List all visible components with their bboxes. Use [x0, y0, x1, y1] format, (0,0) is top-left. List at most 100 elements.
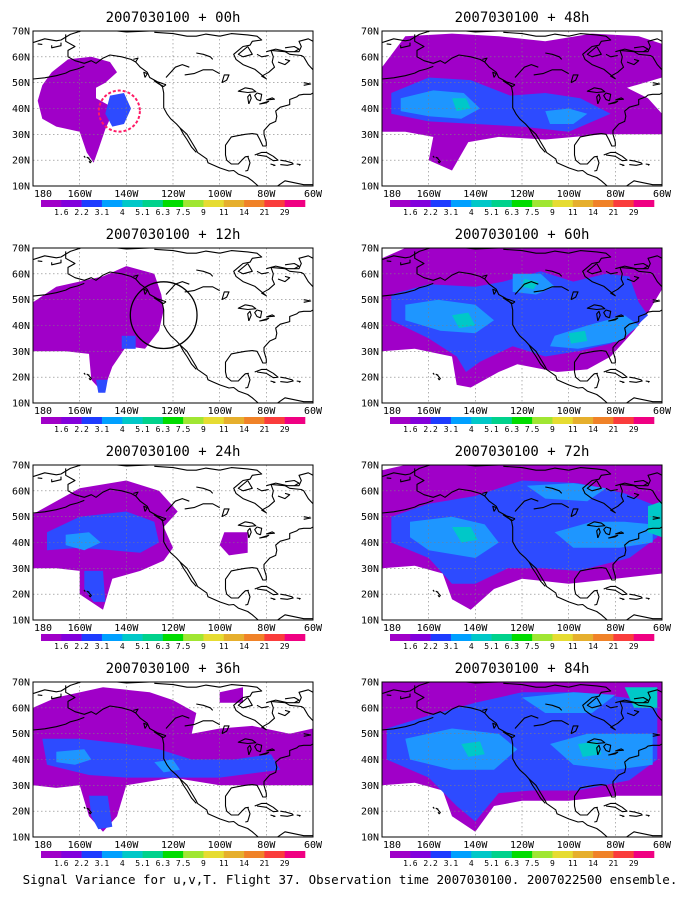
y-tick-label: 60N: [12, 703, 30, 714]
colorbar-swatch: [264, 634, 285, 641]
coastline: [266, 314, 276, 318]
coastline: [154, 31, 220, 37]
coastline: [615, 314, 625, 318]
panel-title: 2007030100 + 48h: [455, 10, 590, 26]
colorbar-label: 14: [588, 208, 598, 217]
coastline: [608, 100, 619, 105]
variance-region: [452, 312, 476, 329]
coastline: [573, 309, 662, 382]
colorbar-label: 4: [120, 425, 125, 434]
variance-region: [105, 93, 131, 127]
coastline: [603, 309, 612, 319]
colorbar-label: 9: [550, 642, 555, 651]
colorbar-label: 7.5: [525, 425, 540, 434]
coastline: [224, 92, 313, 165]
y-tick-label: 70N: [12, 678, 30, 689]
coastline: [382, 31, 662, 44]
coastline: [596, 310, 601, 322]
colorbar-label: 1.6: [54, 642, 69, 651]
variance-region: [452, 527, 478, 543]
coastline: [88, 158, 92, 164]
coastline: [386, 477, 392, 479]
coastline: [545, 52, 563, 60]
colorbar-label: 14: [239, 642, 249, 651]
coastline: [533, 720, 569, 727]
colorbar-label: 2.2: [74, 425, 89, 434]
x-tick-label: 140W: [463, 840, 488, 851]
y-tick-label: 70N: [12, 27, 30, 38]
coastline: [615, 689, 662, 704]
colorbar-swatch: [613, 634, 634, 641]
x-tick-label: 180: [34, 406, 52, 417]
coastline: [51, 476, 62, 483]
colorbar-label: 5.1: [135, 859, 150, 868]
coastline: [37, 694, 43, 696]
coastline: [400, 42, 411, 49]
colorbar-label: 29: [629, 642, 639, 651]
y-tick-label: 20N: [361, 590, 379, 601]
colorbar-label: 11: [568, 642, 578, 651]
coastline: [184, 286, 220, 293]
colorbar-label: 14: [239, 208, 249, 217]
colorbar-swatch: [552, 417, 574, 424]
panel-title: 2007030100 + 84h: [455, 661, 590, 677]
x-tick-label: 160W: [417, 189, 442, 200]
colorbar-swatch: [471, 417, 492, 424]
colorbar-label: 9: [201, 208, 206, 217]
coastline: [545, 703, 563, 711]
y-tick-label: 30N: [12, 347, 30, 358]
colorbar-swatch: [532, 417, 553, 424]
map-panel: 2007030100 + 72h 10N 20N 30N 40N 50N 60N 70N 180…: [361, 444, 672, 651]
map-frame: [32, 30, 314, 187]
coastline: [133, 274, 139, 280]
coastline: [603, 743, 612, 753]
coastline: [607, 397, 662, 403]
coastline: [400, 693, 411, 700]
coastline: [603, 526, 612, 536]
y-tick-label: 70N: [361, 27, 379, 38]
y-tick-label: 40N: [12, 755, 30, 766]
colorbar-label: 6.3: [505, 642, 520, 651]
coastline: [254, 309, 263, 319]
map-panel: 2007030100 + 36h 10N 20N 30N 40N 50N 60N 70N 180…: [12, 661, 323, 868]
map-layers: [382, 682, 662, 837]
panel-title: 2007030100 + 24h: [106, 444, 241, 460]
colorbar-swatch: [162, 851, 184, 858]
map-frame: [381, 464, 663, 621]
colorbar-label: 6.3: [505, 208, 520, 217]
y-tick-label: 20N: [12, 373, 30, 384]
colorbar-swatch: [390, 200, 411, 207]
coastline: [312, 739, 313, 741]
coastline: [605, 53, 618, 58]
coastline: [219, 33, 313, 80]
coastline: [608, 751, 619, 756]
coastline: [596, 527, 601, 539]
colorbar-label: 14: [588, 425, 598, 434]
coastline: [196, 52, 214, 60]
coastline: [184, 720, 220, 727]
coastline: [652, 516, 661, 520]
panel-title: 2007030100 + 60h: [455, 227, 590, 243]
colorbar-label: 5.1: [135, 425, 150, 434]
coastline: [312, 522, 313, 524]
coastline: [570, 725, 579, 735]
y-tick-label: 20N: [361, 807, 379, 818]
y-tick-label: 60N: [12, 52, 30, 63]
target-circle: [129, 281, 198, 350]
colorbar-label: 6.3: [156, 425, 171, 434]
colorbar-swatch: [203, 851, 225, 858]
coastline: [245, 156, 251, 172]
coastline: [221, 725, 230, 735]
x-tick-label: 180: [383, 840, 401, 851]
y-tick-label: 20N: [361, 373, 379, 384]
colorbar-label: 14: [239, 425, 249, 434]
coastline: [280, 159, 294, 166]
coastline: [400, 259, 411, 266]
colorbar-swatch: [511, 417, 533, 424]
colorbar-label: 2.2: [74, 859, 89, 868]
coastline: [661, 88, 662, 90]
variance-region: [578, 741, 602, 757]
coastline: [65, 685, 259, 837]
coastline: [503, 248, 569, 254]
